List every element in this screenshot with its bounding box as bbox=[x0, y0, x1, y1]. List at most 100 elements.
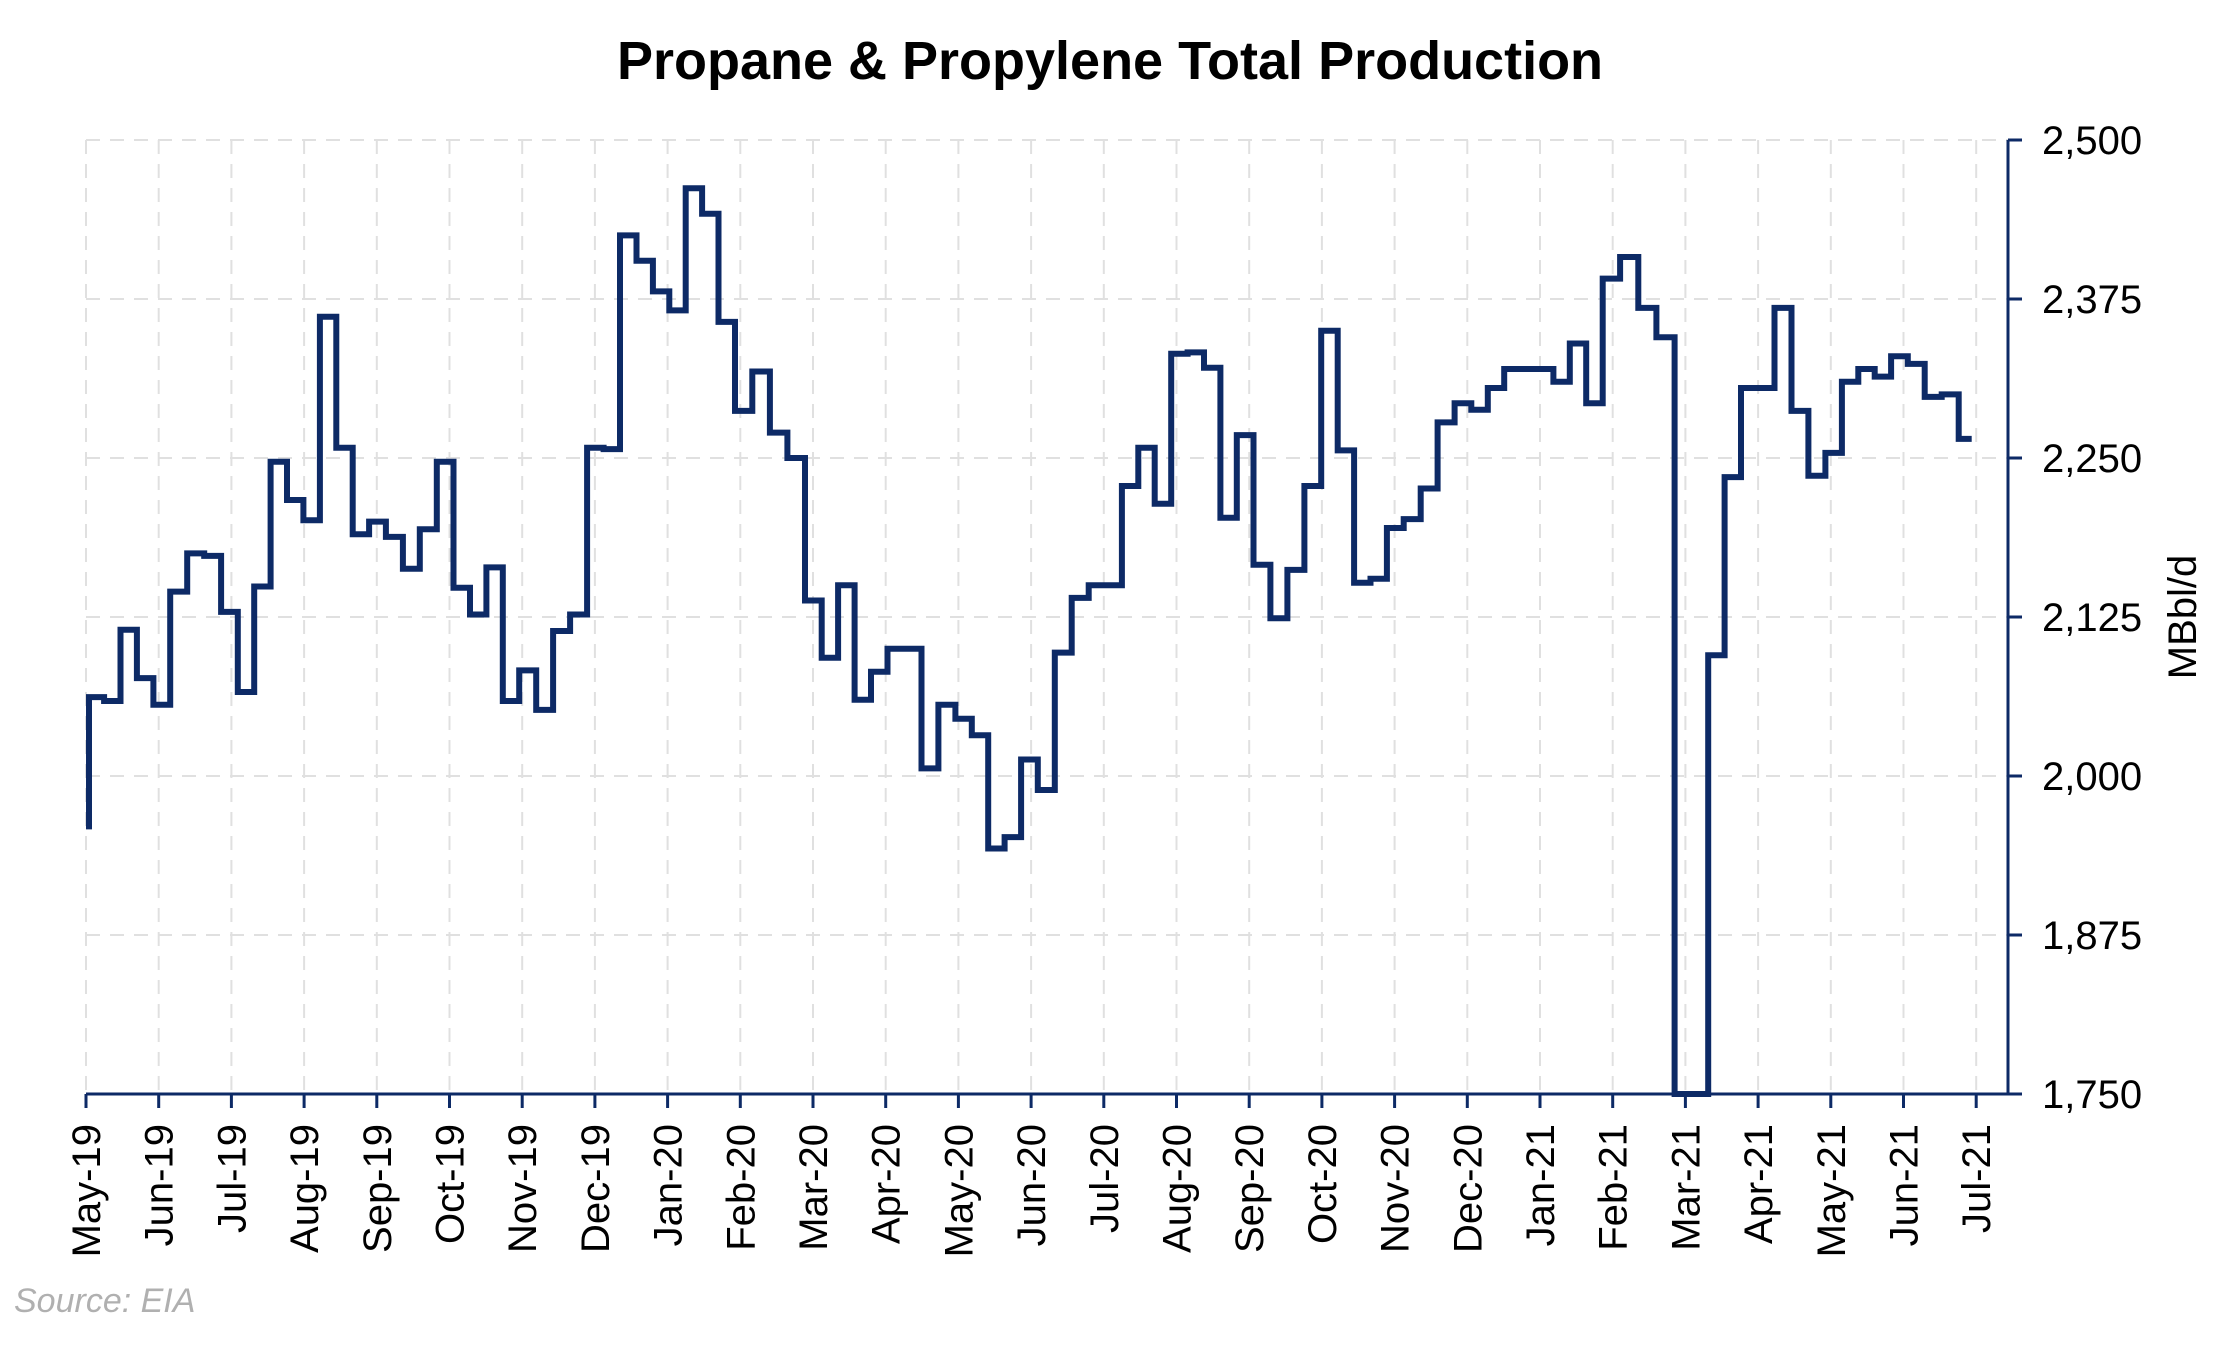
data-point bbox=[1288, 567, 1294, 573]
data-point bbox=[605, 446, 611, 452]
data-point bbox=[720, 319, 726, 325]
data-point bbox=[571, 612, 577, 618]
data-point bbox=[387, 534, 393, 540]
x-tick-label: Mar-21 bbox=[1664, 1124, 1708, 1251]
y-tick-label: 2,375 bbox=[2042, 278, 2142, 322]
x-tick-label: Jul-21 bbox=[1955, 1124, 1999, 1233]
data-point bbox=[771, 430, 777, 436]
data-point bbox=[1693, 1091, 1699, 1097]
data-point bbox=[520, 667, 526, 673]
data-point bbox=[1759, 385, 1765, 391]
data-point bbox=[1139, 445, 1145, 451]
y-tick-label: 1,875 bbox=[2042, 914, 2142, 958]
data-point bbox=[487, 564, 493, 570]
data-point bbox=[654, 288, 660, 294]
data-point bbox=[856, 697, 862, 703]
data-point bbox=[1456, 400, 1462, 406]
data-point bbox=[1826, 450, 1832, 456]
x-tick-label: Dec-19 bbox=[574, 1124, 618, 1253]
data-point bbox=[989, 846, 995, 852]
x-tick-label: Oct-19 bbox=[429, 1124, 473, 1244]
x-tick-label: Apr-20 bbox=[865, 1124, 909, 1244]
x-tick-label: Apr-21 bbox=[1737, 1124, 1781, 1244]
data-point bbox=[89, 694, 95, 700]
data-point bbox=[1843, 379, 1849, 385]
data-point bbox=[638, 258, 644, 264]
data-point bbox=[1422, 486, 1428, 492]
data-point bbox=[872, 669, 878, 675]
x-tick-label: Jun-21 bbox=[1883, 1124, 1927, 1246]
data-point bbox=[1388, 525, 1394, 531]
data-point bbox=[1056, 650, 1062, 656]
data-point bbox=[736, 408, 742, 414]
data-point bbox=[1322, 328, 1328, 334]
data-point bbox=[1621, 254, 1627, 260]
data-point bbox=[1022, 757, 1028, 763]
data-point bbox=[304, 517, 310, 523]
data-point bbox=[404, 566, 410, 572]
data-point bbox=[288, 497, 294, 503]
data-point bbox=[1472, 407, 1478, 413]
gridlines bbox=[85, 139, 2008, 1095]
data-point bbox=[272, 459, 278, 465]
x-tick-label: Jan-21 bbox=[1519, 1124, 1563, 1246]
x-tick-label: May-21 bbox=[1810, 1124, 1854, 1257]
data-point bbox=[537, 707, 543, 713]
data-point bbox=[255, 584, 261, 590]
x-tick-label: Sep-20 bbox=[1228, 1124, 1272, 1253]
data-point bbox=[438, 459, 444, 465]
source-note: Source: EIA bbox=[14, 1282, 196, 1320]
data-point bbox=[1107, 582, 1113, 588]
data-point bbox=[370, 519, 376, 525]
data-point bbox=[923, 765, 929, 771]
data-point bbox=[1943, 391, 1949, 397]
data-point bbox=[939, 702, 945, 708]
data-point bbox=[471, 612, 477, 618]
x-tick-label: Jul-19 bbox=[210, 1124, 254, 1233]
x-tick-label: Sep-19 bbox=[356, 1124, 400, 1253]
x-tick-label: Jun-19 bbox=[138, 1124, 182, 1246]
data-point bbox=[1073, 595, 1079, 601]
y-axis-title: MBbl/d bbox=[2161, 555, 2205, 680]
data-point bbox=[1271, 615, 1277, 621]
data-point bbox=[1554, 379, 1560, 385]
data-point bbox=[788, 455, 794, 461]
data-point bbox=[1522, 366, 1528, 372]
data-point bbox=[1793, 408, 1799, 414]
x-tick-label: Dec-20 bbox=[1446, 1124, 1490, 1253]
data-point bbox=[1505, 366, 1511, 372]
data-point bbox=[1571, 341, 1577, 347]
data-point bbox=[354, 531, 360, 537]
y-tick-label: 2,250 bbox=[2042, 437, 2142, 481]
data-point bbox=[138, 675, 144, 681]
data-point bbox=[823, 655, 829, 661]
x-tick-label: Jul-20 bbox=[1083, 1124, 1127, 1233]
data-point bbox=[222, 609, 228, 615]
data-point bbox=[1859, 366, 1865, 372]
x-tick-label: Nov-20 bbox=[1374, 1124, 1418, 1253]
data-point bbox=[1676, 1091, 1682, 1097]
series-layer bbox=[86, 185, 1972, 1097]
data-point bbox=[1489, 385, 1495, 391]
data-point bbox=[122, 627, 128, 633]
data-point bbox=[1809, 473, 1815, 479]
x-tick-label: Feb-21 bbox=[1592, 1124, 1636, 1251]
chart-title: Propane & Propylene Total Production bbox=[616, 31, 1604, 91]
data-point bbox=[1776, 305, 1782, 311]
data-point bbox=[1960, 436, 1966, 442]
y-tick-label: 1,750 bbox=[2042, 1073, 2142, 1117]
data-point bbox=[1926, 394, 1932, 400]
data-point bbox=[1372, 576, 1378, 582]
data-point bbox=[1355, 580, 1361, 586]
data-point bbox=[1892, 353, 1898, 359]
data-point bbox=[1657, 334, 1663, 340]
production-series-line bbox=[86, 185, 1972, 1097]
data-point bbox=[504, 698, 510, 704]
x-tick-label: Oct-20 bbox=[1301, 1124, 1345, 1244]
data-point bbox=[956, 716, 962, 722]
data-point bbox=[1205, 365, 1211, 371]
data-point bbox=[154, 702, 160, 708]
x-tick-label: Aug-20 bbox=[1156, 1124, 1200, 1253]
data-point bbox=[1305, 483, 1311, 489]
data-point bbox=[753, 369, 759, 375]
